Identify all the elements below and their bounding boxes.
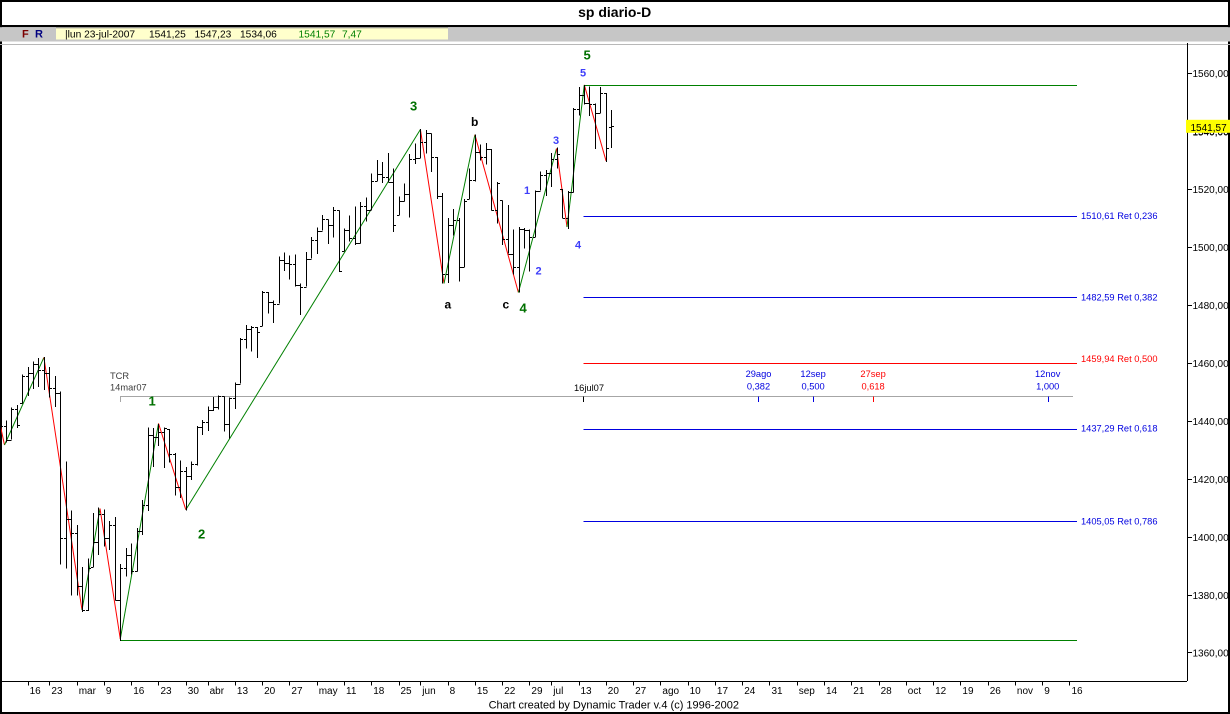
svg-text:jul: jul [552,686,563,697]
svg-text:23: 23 [51,686,63,697]
svg-text:9: 9 [1044,686,1050,697]
svg-text:oct: oct [908,686,922,697]
svg-text:19: 19 [962,686,974,697]
svg-text:may: may [319,686,338,697]
svg-text:11: 11 [346,686,357,697]
svg-text:8: 8 [450,686,456,697]
svg-text:1460,00: 1460,00 [1193,359,1230,370]
svg-text:abr: abr [210,686,225,697]
svg-text:4: 4 [575,240,582,252]
svg-text:1,000: 1,000 [1036,382,1059,392]
svg-text:31: 31 [772,686,784,697]
svg-text:16: 16 [30,686,42,697]
svg-text:nov: nov [1017,686,1033,697]
svg-text:1: 1 [149,393,156,408]
svg-text:18: 18 [373,686,385,697]
svg-text:1534,06: 1534,06 [240,30,277,41]
svg-text:1360,00: 1360,00 [1193,649,1230,660]
svg-text:30: 30 [188,686,200,697]
svg-text:5: 5 [584,48,591,63]
svg-text:1482,59 Ret 0,382: 1482,59 Ret 0,382 [1081,292,1158,302]
svg-text:1440,00: 1440,00 [1193,417,1230,428]
svg-text:24: 24 [744,686,756,697]
svg-text:13: 13 [581,686,593,697]
svg-text:F: F [22,29,29,41]
svg-text:1547,23: 1547,23 [195,30,232,41]
svg-text:1520,00: 1520,00 [1193,185,1230,196]
svg-text:20: 20 [608,686,620,697]
svg-text:26: 26 [990,686,1002,697]
svg-text:25: 25 [401,686,413,697]
svg-text:1560,00: 1560,00 [1193,69,1230,80]
svg-text:14: 14 [826,686,838,697]
svg-text:16: 16 [1072,686,1084,697]
svg-text:1: 1 [524,185,530,197]
svg-text:12: 12 [935,686,947,697]
svg-text:a: a [445,297,452,311]
svg-text:10: 10 [690,686,702,697]
svg-text:29: 29 [531,686,543,697]
svg-text:17: 17 [717,686,729,697]
svg-text:1480,00: 1480,00 [1193,301,1230,312]
svg-text:1405,05 Ret 0,786: 1405,05 Ret 0,786 [1081,516,1158,526]
svg-text:7,47: 7,47 [342,30,362,41]
svg-text:b: b [471,115,478,129]
svg-text:1541,25: 1541,25 [149,30,186,41]
svg-text:16jul07: 16jul07 [574,383,604,393]
svg-text:1500,00: 1500,00 [1193,243,1230,254]
svg-text:9: 9 [106,686,112,697]
svg-text:27: 27 [291,686,303,697]
svg-text:3: 3 [553,135,559,147]
svg-text:4: 4 [520,301,528,316]
svg-text:15: 15 [477,686,489,697]
svg-text:1420,00: 1420,00 [1193,475,1230,486]
svg-text:|lun 23-jul-2007: |lun 23-jul-2007 [65,30,135,41]
svg-text:1437,29 Ret 0,618: 1437,29 Ret 0,618 [1081,424,1158,434]
svg-text:28: 28 [881,686,893,697]
svg-text:5: 5 [580,68,586,80]
svg-text:13: 13 [237,686,249,697]
svg-text:20: 20 [264,686,276,697]
svg-text:16: 16 [133,686,145,697]
svg-text:27sep: 27sep [860,369,885,379]
svg-text:27: 27 [635,686,647,697]
svg-text:sp diario-D: sp diario-D [578,4,651,20]
svg-text:Chart created by Dynamic Trade: Chart created by Dynamic Trader v.4 (c) … [489,700,739,712]
svg-text:TCR: TCR [110,371,129,381]
svg-text:1400,00: 1400,00 [1193,533,1230,544]
svg-text:3: 3 [410,98,417,113]
svg-text:21: 21 [853,686,865,697]
svg-text:12nov: 12nov [1035,369,1061,379]
svg-text:0,382: 0,382 [747,382,770,392]
svg-text:ago: ago [662,686,679,697]
svg-text:mar: mar [79,686,97,697]
svg-text:1380,00: 1380,00 [1193,591,1230,602]
svg-text:22: 22 [504,686,516,697]
svg-text:1459,94 Ret 0,500: 1459,94 Ret 0,500 [1081,354,1158,364]
svg-text:29ago: 29ago [746,369,772,379]
svg-text:14mar07: 14mar07 [110,383,147,393]
svg-text:sep: sep [799,686,816,697]
svg-text:2: 2 [198,526,205,541]
svg-text:1541,57: 1541,57 [1191,123,1228,134]
svg-text:0,500: 0,500 [801,382,824,392]
svg-text:0,618: 0,618 [861,382,884,392]
svg-text:c: c [503,297,510,311]
svg-text:2: 2 [536,266,542,278]
svg-text:jun: jun [421,686,435,697]
svg-text:12sep: 12sep [800,369,825,379]
svg-text:R: R [35,29,43,41]
svg-text:23: 23 [161,686,173,697]
svg-text:1540,00: 1540,00 [1193,127,1230,138]
svg-text:1510,61 Ret 0,236: 1510,61 Ret 0,236 [1081,211,1158,221]
svg-text:1541,57: 1541,57 [299,30,336,41]
